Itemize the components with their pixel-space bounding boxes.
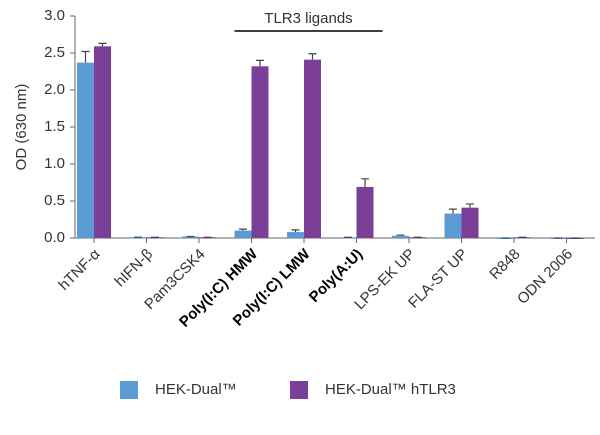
error-bar [256, 59, 264, 67]
error-bar [361, 178, 369, 187]
error-bar [98, 42, 107, 47]
y-tick-label: 2.0 [44, 81, 65, 98]
y-axis-label: OD (630 nm) [13, 84, 30, 171]
bar [392, 235, 409, 238]
bar [444, 213, 462, 238]
error-bar [449, 208, 457, 214]
y-tick-label: 3.0 [44, 7, 65, 24]
x-tick-label: hTNF-α [55, 245, 103, 293]
bar [287, 232, 304, 238]
bar [356, 186, 374, 238]
bar [304, 59, 321, 238]
y-tick-label: 0.0 [44, 229, 65, 246]
error-bar [291, 229, 300, 233]
bar [77, 62, 94, 239]
bar [251, 66, 269, 238]
x-tick-label: ODN 2006 [514, 246, 576, 308]
bar [182, 236, 199, 238]
legend-label: HEK-Dual™ [155, 381, 237, 398]
annotation: TLR3 ligands [264, 10, 352, 27]
x-tick-label: hIFN-β [111, 245, 156, 290]
error-bar [239, 228, 247, 231]
bar [461, 207, 479, 238]
y-tick-label: 1.5 [44, 118, 65, 135]
error-bar [396, 234, 405, 236]
legend-swatch [290, 381, 308, 399]
legend-label: HEK-Dual™ hTLR3 [325, 381, 456, 398]
error-bar [308, 53, 317, 60]
error-bar [466, 203, 474, 208]
bar [94, 46, 111, 239]
bar [234, 230, 252, 238]
y-tick-label: 0.5 [44, 192, 65, 209]
x-tick-label: R848 [486, 246, 523, 283]
y-tick-label: 2.5 [44, 44, 65, 61]
legend-swatch [120, 381, 138, 399]
error-bar [81, 50, 90, 63]
y-tick-label: 1.0 [44, 155, 65, 172]
